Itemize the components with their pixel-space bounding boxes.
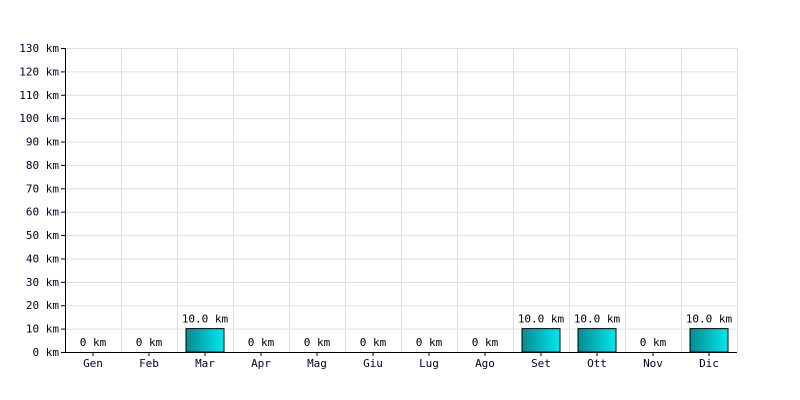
bar-dic [689, 328, 729, 353]
data-label-gen: 0 km [80, 336, 107, 349]
data-label-nov: 0 km [640, 336, 667, 349]
data-label-dic: 10.0 km [686, 313, 733, 326]
data-label-mag: 0 km [304, 336, 331, 349]
labels: 0 km 10 km 20 km 30 km 40 km 50 km 60 km 70 km 8… [19, 42, 732, 370]
y-tick-label: 80 km [26, 159, 59, 172]
x-tick-label: Nov [643, 357, 663, 370]
y-tick-label: 60 km [26, 206, 59, 219]
x-tick-label: Mar [195, 357, 215, 370]
y-tick-label: 100 km [19, 112, 59, 125]
data-label-giu: 0 km [360, 336, 387, 349]
data-label-apr: 0 km [248, 336, 275, 349]
x-tick-label: Apr [251, 357, 271, 370]
y-tick-label: 20 km [26, 299, 59, 312]
x-tick-label: Lug [419, 357, 439, 370]
y-tick-label: 10 km [26, 323, 59, 336]
data-label-lug: 0 km [416, 336, 443, 349]
x-tick-label: Mag [307, 357, 327, 370]
bar-mar [185, 328, 225, 353]
y-tick-label: 70 km [26, 182, 59, 195]
x-tick-label: Giu [363, 357, 383, 370]
y-tick-label: 90 km [26, 136, 59, 149]
bar-set [521, 328, 561, 353]
axes [61, 48, 737, 356]
y-tick-label: 110 km [19, 89, 59, 102]
x-tick-label: Ott [587, 357, 607, 370]
grid-lines [65, 48, 738, 352]
bars [185, 328, 729, 353]
y-tick-label: 30 km [26, 276, 59, 289]
data-label-ott: 10.0 km [574, 313, 621, 326]
y-tick-label: 0 km [33, 346, 60, 359]
data-label-feb: 0 km [136, 336, 163, 349]
x-tick-label: Feb [139, 357, 159, 370]
data-label-set: 10.0 km [518, 313, 565, 326]
x-tick-label: Set [531, 357, 551, 370]
data-label-mar: 10.0 km [182, 313, 229, 326]
y-tick-label: 50 km [26, 229, 59, 242]
x-tick-label: Gen [83, 357, 103, 370]
bar-ott [577, 328, 617, 353]
y-tick-label: 130 km [19, 42, 59, 55]
y-tick-label: 120 km [19, 65, 59, 78]
y-tick-label: 40 km [26, 252, 59, 265]
data-label-ago: 0 km [472, 336, 499, 349]
x-tick-label: Dic [699, 357, 719, 370]
x-tick-label: Ago [475, 357, 495, 370]
